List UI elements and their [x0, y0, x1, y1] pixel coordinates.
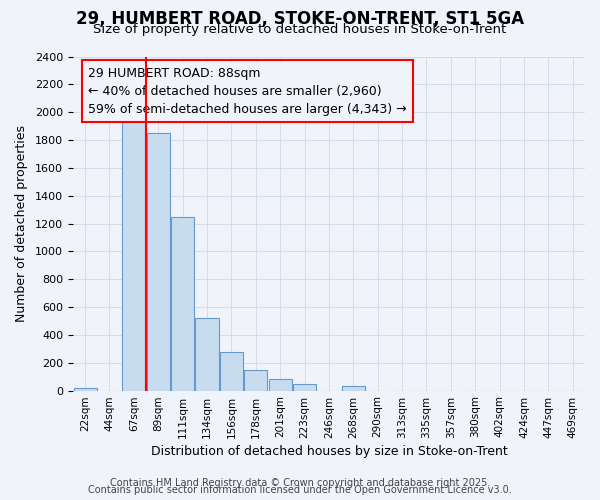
Bar	[146, 133, 170, 390]
Y-axis label: Number of detached properties: Number of detached properties	[15, 125, 28, 322]
Bar	[269, 378, 292, 390]
Text: 29, HUMBERT ROAD, STOKE-ON-TRENT, ST1 5GA: 29, HUMBERT ROAD, STOKE-ON-TRENT, ST1 5G…	[76, 10, 524, 28]
Bar	[244, 370, 268, 390]
Bar	[196, 318, 218, 390]
Bar	[293, 384, 316, 390]
Text: Contains HM Land Registry data © Crown copyright and database right 2025.: Contains HM Land Registry data © Crown c…	[110, 478, 490, 488]
X-axis label: Distribution of detached houses by size in Stoke-on-Trent: Distribution of detached houses by size …	[151, 444, 508, 458]
Bar	[171, 216, 194, 390]
Bar	[342, 386, 365, 390]
Bar	[74, 388, 97, 390]
Text: Size of property relative to detached houses in Stoke-on-Trent: Size of property relative to detached ho…	[94, 22, 506, 36]
Text: 29 HUMBERT ROAD: 88sqm
← 40% of detached houses are smaller (2,960)
59% of semi-: 29 HUMBERT ROAD: 88sqm ← 40% of detached…	[88, 66, 407, 116]
Text: Contains public sector information licensed under the Open Government Licence v3: Contains public sector information licen…	[88, 485, 512, 495]
Bar	[122, 116, 145, 390]
Bar	[220, 352, 243, 391]
